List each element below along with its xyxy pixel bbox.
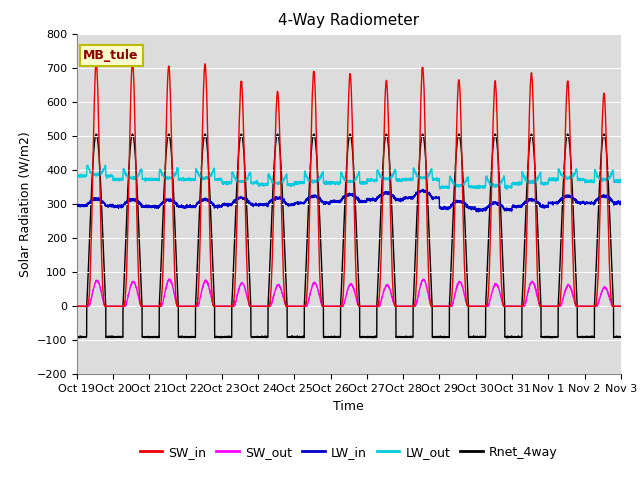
X-axis label: Time: Time [333,400,364,413]
Y-axis label: Solar Radiation (W/m2): Solar Radiation (W/m2) [18,131,31,277]
Legend: SW_in, SW_out, LW_in, LW_out, Rnet_4way: SW_in, SW_out, LW_in, LW_out, Rnet_4way [134,441,563,464]
Text: MB_tule: MB_tule [83,49,139,62]
Title: 4-Way Radiometer: 4-Way Radiometer [278,13,419,28]
